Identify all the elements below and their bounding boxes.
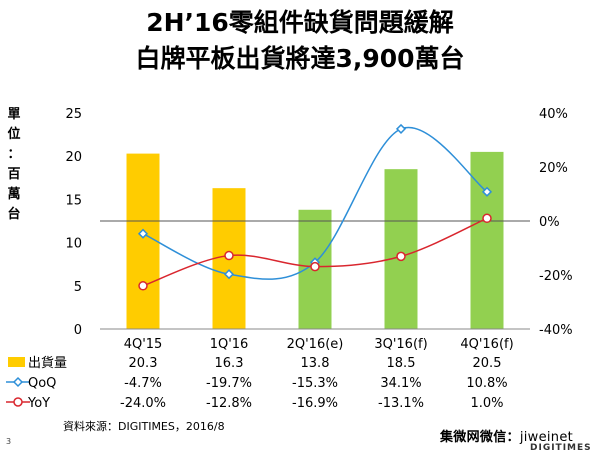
table-cell-qoq-3: -15.3% [292,376,338,391]
x-tick-label: 1Q'16 [210,337,249,352]
yoy-point-1 [138,281,148,291]
table-cell-yoy-1: -24.0% [120,396,166,411]
table-cell-shipments-4: 18.5 [387,356,416,371]
legend-label-yoy: YoY [27,396,50,411]
wechat-account: jiweinet [519,430,574,445]
qoq-point-5 [481,186,493,197]
y-tick-label: 15 [65,193,82,208]
bar-5 [470,151,504,329]
table-cell-qoq-5: 10.8% [466,376,507,391]
table-cell-yoy-5: 1.0% [470,396,503,411]
chart-title-line-2: 白牌平板出貨將達3,900萬台 [135,44,465,73]
y2-tick-label: 40% [539,107,568,122]
legend-label-shipments: 出貨量 [28,355,67,371]
x-tick-label: 3Q'16(f) [374,337,427,352]
x-tick-label: 4Q'16(f) [460,337,513,352]
bar-4 [384,169,418,329]
y-tick-label: 5 [74,280,82,295]
y-tick-label: 20 [65,150,82,165]
qoq-point-2 [223,269,235,280]
legend-marker-qoq [12,376,24,388]
qoq-point-1 [137,228,149,239]
wechat-credit: 集微网微信：jiweinet [440,426,573,445]
y2-tick-label: 20% [539,161,568,176]
source-note: 資料來源：DIGITIMES，2016/8 [63,420,225,433]
table-cell-qoq-1: -4.7% [124,376,162,391]
x-tick-label: 2Q'16(e) [287,337,344,352]
legend-label-qoq: QoQ [28,376,56,391]
table-cell-shipments-5: 20.5 [473,356,502,371]
y-axis-label-char: 百 [7,167,20,182]
qoq-point-4 [395,123,407,134]
y-axis-label-char: ： [7,147,20,162]
table-cell-shipments-1: 20.3 [129,356,158,371]
chart-title-line-1: 2H’16零組件缺貨問題緩解 [146,8,454,37]
bar-1 [126,153,160,329]
page-number: 3 [6,437,12,446]
y2-tick-label: -20% [539,269,573,284]
y-axis-label-char: 單 [7,107,20,122]
table-cell-qoq-2: -19.7% [206,376,252,391]
legend-swatch-shipments [8,357,25,367]
yoy-point-4 [396,251,406,262]
brand-stub: DIGITIMES [530,443,592,453]
qoq-line [142,126,488,280]
y2-tick-label: -40% [539,323,573,338]
y-axis-label-char: 萬 [7,186,20,202]
y-axis-label-char: 台 [7,206,20,222]
x-tick-label: 4Q'15 [124,337,163,352]
y-tick-label: 0 [74,323,82,338]
table-cell-qoq-4: 34.1% [380,376,421,391]
y-tick-label: 10 [65,237,82,252]
table-cell-yoy-3: -16.9% [292,396,338,411]
wechat-label: 集微网微信： [440,430,520,445]
table-cell-yoy-4: -13.1% [378,396,424,411]
yoy-point-2 [224,250,234,261]
y2-tick-label: 0% [539,215,560,230]
y-tick-label: 25 [65,107,82,122]
y-axis-label-char: 位 [7,126,20,142]
yoy-point-3 [310,261,320,272]
yoy-point-5 [482,213,492,224]
table-cell-shipments-2: 16.3 [215,356,244,371]
table-cell-yoy-2: -12.8% [206,396,252,411]
legend-marker-yoy [13,397,23,407]
table-cell-shipments-3: 13.8 [301,356,330,371]
